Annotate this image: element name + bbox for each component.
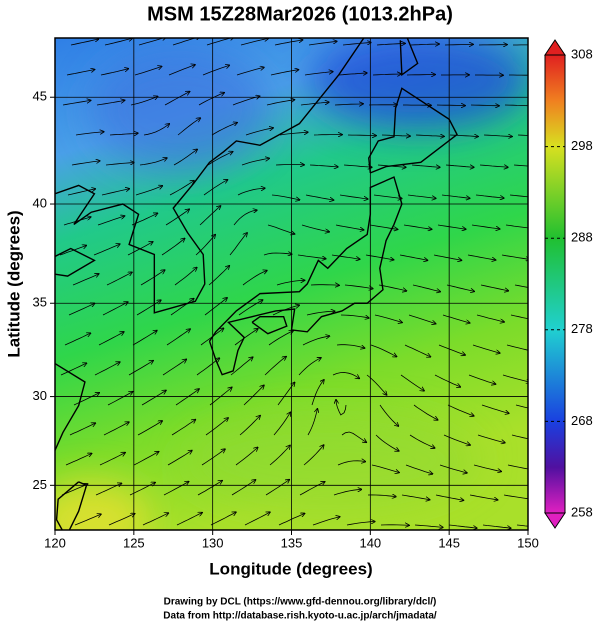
footer-line: Drawing by DCL (https://www.gfd-dennou.o… xyxy=(164,597,437,608)
streamline xyxy=(381,525,409,526)
x-tick-label: 125 xyxy=(123,535,145,550)
y-tick-label: 30 xyxy=(33,388,47,403)
x-tick-label: 150 xyxy=(517,535,539,550)
colorbar-top-end xyxy=(545,40,565,55)
y-tick-label: 25 xyxy=(33,477,47,492)
colorbar-tick-label: 308 xyxy=(571,46,593,61)
y-tick-label: 45 xyxy=(33,89,47,104)
streamline xyxy=(407,75,435,76)
colorbar-body xyxy=(545,55,565,513)
title: MSM 15Z28Mar2026 (1013.2hPa) xyxy=(147,3,453,25)
footer-line: Data from http://database.rish.kyoto-u.a… xyxy=(163,611,437,622)
colorbar xyxy=(545,40,565,528)
x-tick-label: 135 xyxy=(281,535,303,550)
plot-field xyxy=(30,17,546,560)
colorbar-tick-label: 258 xyxy=(571,504,593,519)
x-tick-label: 130 xyxy=(202,535,224,550)
x-axis-label: Longitude (degrees) xyxy=(209,559,372,578)
colorbar-bottom-end xyxy=(545,513,565,528)
colorbar-tick-label: 268 xyxy=(571,413,593,428)
x-tick-label: 140 xyxy=(359,535,381,550)
colorbar-tick-label: 298 xyxy=(571,138,593,153)
y-axis-label: Latitude (degrees) xyxy=(4,210,23,357)
y-tick-label: 35 xyxy=(33,295,47,310)
colorbar-tick-label: 288 xyxy=(571,230,593,245)
x-tick-label: 145 xyxy=(438,535,460,550)
y-tick-label: 40 xyxy=(33,195,47,210)
colorbar-tick-label: 278 xyxy=(571,321,593,336)
x-tick-label: 120 xyxy=(44,535,66,550)
